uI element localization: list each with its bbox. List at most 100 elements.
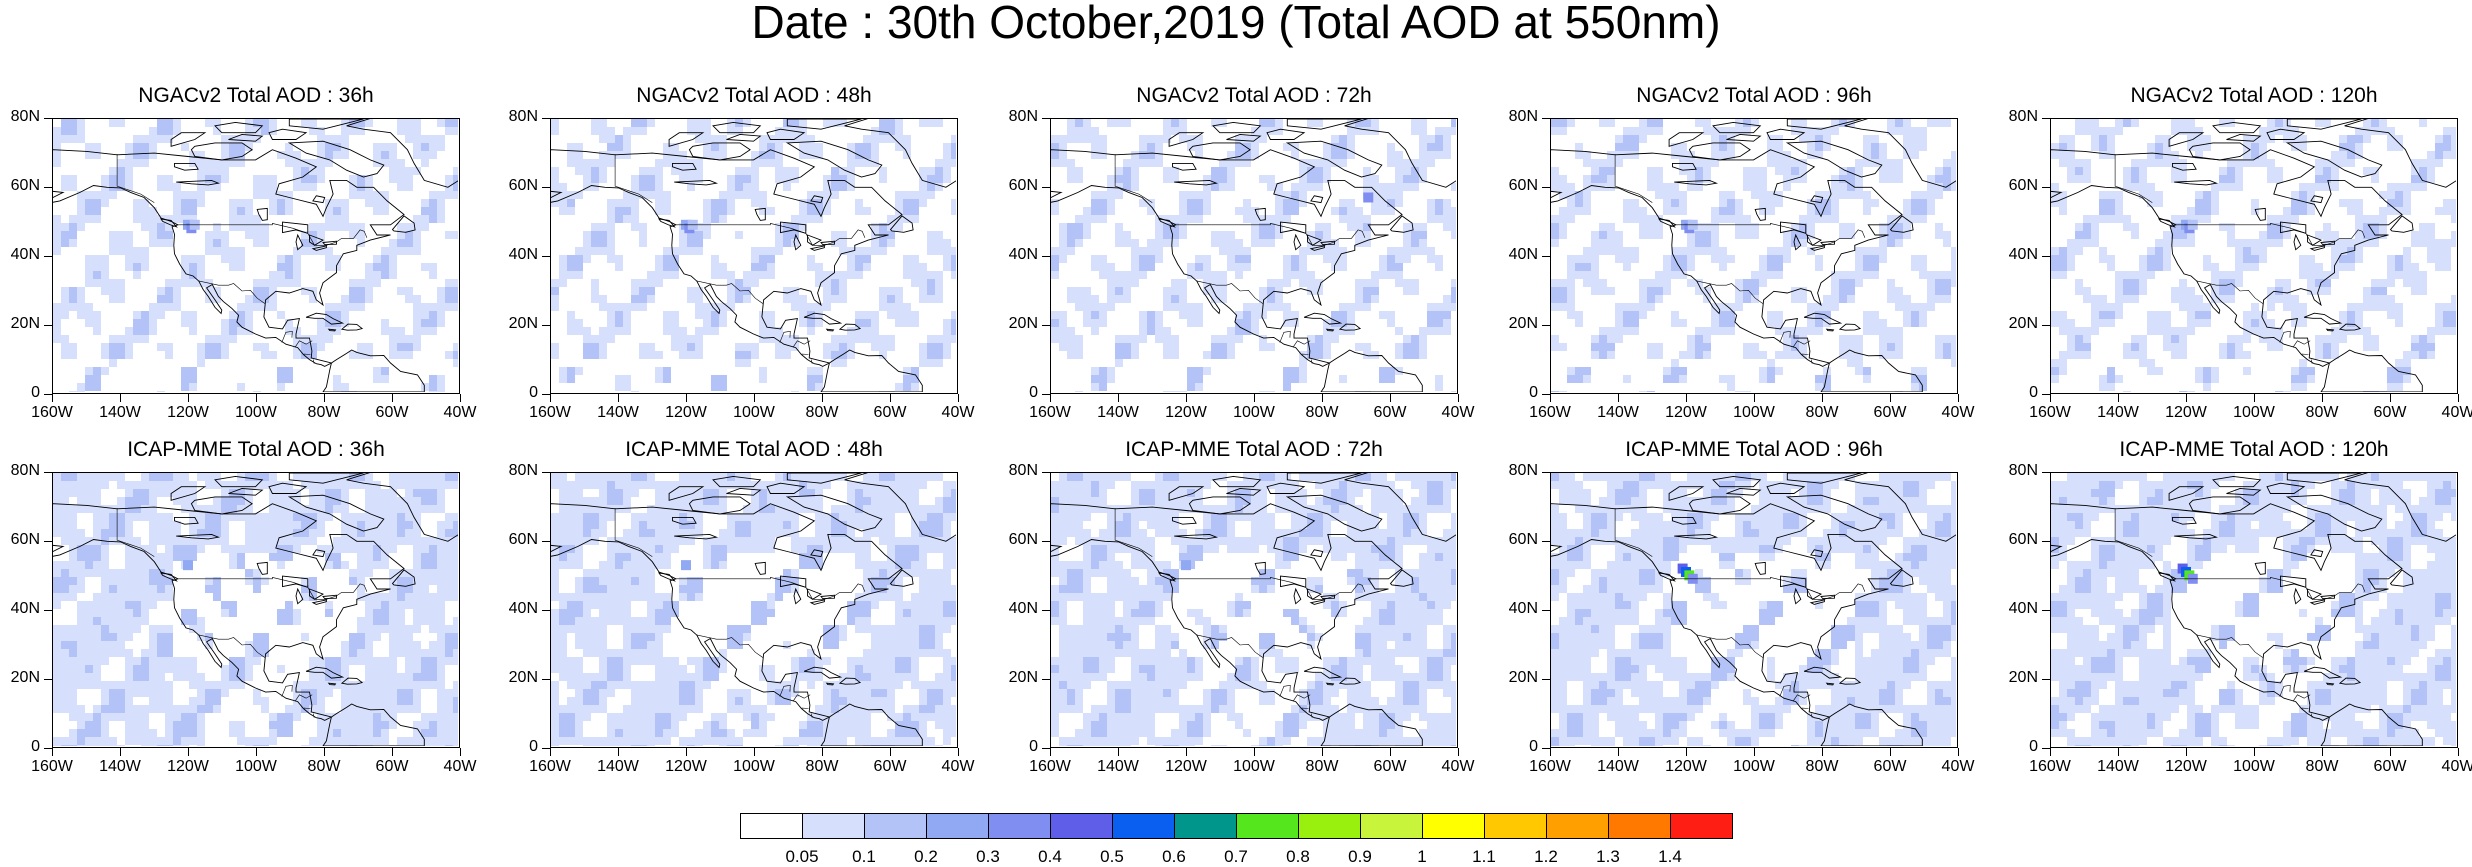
panel-title: ICAP-MME Total AOD : 120h [2050,438,2458,462]
y-tick-label: 40N [1498,600,1538,618]
y-tick-label: 20N [1498,669,1538,687]
y-tick-label: 20N [1998,315,2038,333]
x-tick-mark [2186,394,2188,402]
colorbar-label: 1.2 [1521,847,1571,867]
x-tick-mark [618,394,620,402]
x-tick-mark [460,394,462,402]
y-tick-label: 60N [0,531,40,549]
x-tick-label: 40W [1433,404,1483,422]
x-tick-mark [1322,748,1324,756]
y-tick-label: 40N [1998,600,2038,618]
y-tick-mark [1042,679,1050,681]
colorbar-swatch [1546,813,1609,839]
colorbar-label: 0.6 [1149,847,1199,867]
x-tick-label: 80W [797,758,847,776]
x-tick-mark [2186,748,2188,756]
x-tick-label: 140W [2093,758,2143,776]
x-tick-mark [1822,748,1824,756]
y-tick-mark [44,187,52,189]
coastline [1827,329,1834,331]
coastline [811,246,825,251]
y-tick-label: 0 [1498,384,1538,402]
x-tick-label: 160W [1025,758,1075,776]
coastline [1840,324,1860,330]
x-tick-mark [2458,748,2460,756]
x-tick-label: 60W [2365,404,2415,422]
colorbar-swatch [1050,813,1113,839]
y-tick-label: 20N [0,315,40,333]
x-tick-label: 80W [2297,758,2347,776]
x-tick-label: 160W [2025,758,2075,776]
coastline [2255,562,2265,574]
political-border [2293,341,2310,348]
x-tick-label: 140W [593,758,643,776]
y-tick-label: 40N [498,246,538,264]
x-tick-mark [618,748,620,756]
x-tick-label: 160W [27,404,77,422]
map-plot-area [52,118,460,394]
y-tick-label: 20N [998,315,1038,333]
y-tick-mark [1542,679,1550,681]
x-tick-mark [256,394,258,402]
x-tick-mark [2050,748,2052,756]
colorbar-label: 0.7 [1211,847,1261,867]
x-tick-label: 120W [661,758,711,776]
x-tick-label: 40W [2433,404,2472,422]
figure-title: Date : 30th October,2019 (Total AOD at 5… [0,0,2472,44]
colorbar-swatch [1112,813,1175,839]
y-tick-label: 80N [498,462,538,480]
y-tick-label: 0 [998,384,1038,402]
x-tick-label: 40W [2433,758,2472,776]
x-tick-mark [2390,394,2392,402]
colorbar-swatch [1298,813,1361,839]
aod-field-map [1051,119,1456,392]
aod-hotspot [1363,192,1373,202]
y-tick-mark [542,118,550,120]
coastline [1311,550,1323,557]
y-tick-mark [44,541,52,543]
colorbar-swatch [1360,813,1423,839]
x-tick-label: 80W [299,758,349,776]
x-tick-mark [1618,748,1620,756]
x-tick-mark [1186,748,1188,756]
x-tick-label: 160W [1025,404,1075,422]
y-tick-label: 0 [0,738,40,756]
x-tick-label: 60W [2365,758,2415,776]
x-tick-label: 100W [729,758,779,776]
x-tick-mark [1390,394,1392,402]
y-tick-label: 80N [1498,462,1538,480]
x-tick-label: 160W [2025,404,2075,422]
x-tick-label: 40W [933,758,983,776]
coastline [827,329,834,331]
x-tick-label: 80W [2297,404,2347,422]
colorbar-label: 0.5 [1087,847,1137,867]
x-tick-mark [1822,394,1824,402]
aod-field-map [551,119,956,392]
panel-title: ICAP-MME Total AOD : 36h [52,438,460,462]
x-tick-label: 80W [1797,404,1847,422]
x-tick-mark [392,748,394,756]
colorbar-swatch [740,813,803,839]
colorbar-label: 1.3 [1583,847,1633,867]
y-tick-mark [2042,541,2050,543]
x-tick-mark [1550,748,1552,756]
y-tick-mark [44,679,52,681]
panel-title: NGACv2 Total AOD : 48h [550,84,958,108]
x-tick-mark [324,748,326,756]
x-tick-label: 40W [435,758,485,776]
y-tick-mark [1042,325,1050,327]
x-tick-label: 80W [1297,758,1347,776]
x-tick-label: 140W [95,404,145,422]
x-tick-mark [392,394,394,402]
x-tick-label: 120W [2161,758,2211,776]
x-tick-label: 80W [299,404,349,422]
y-tick-mark [542,541,550,543]
aod-field-map [53,119,458,392]
aod-hotspot [1181,560,1191,570]
colorbar-swatch [1484,813,1547,839]
colorbar-swatch [988,813,1051,839]
x-tick-mark [2458,394,2460,402]
x-tick-mark [52,394,54,402]
aod-field-map [2051,119,2456,392]
